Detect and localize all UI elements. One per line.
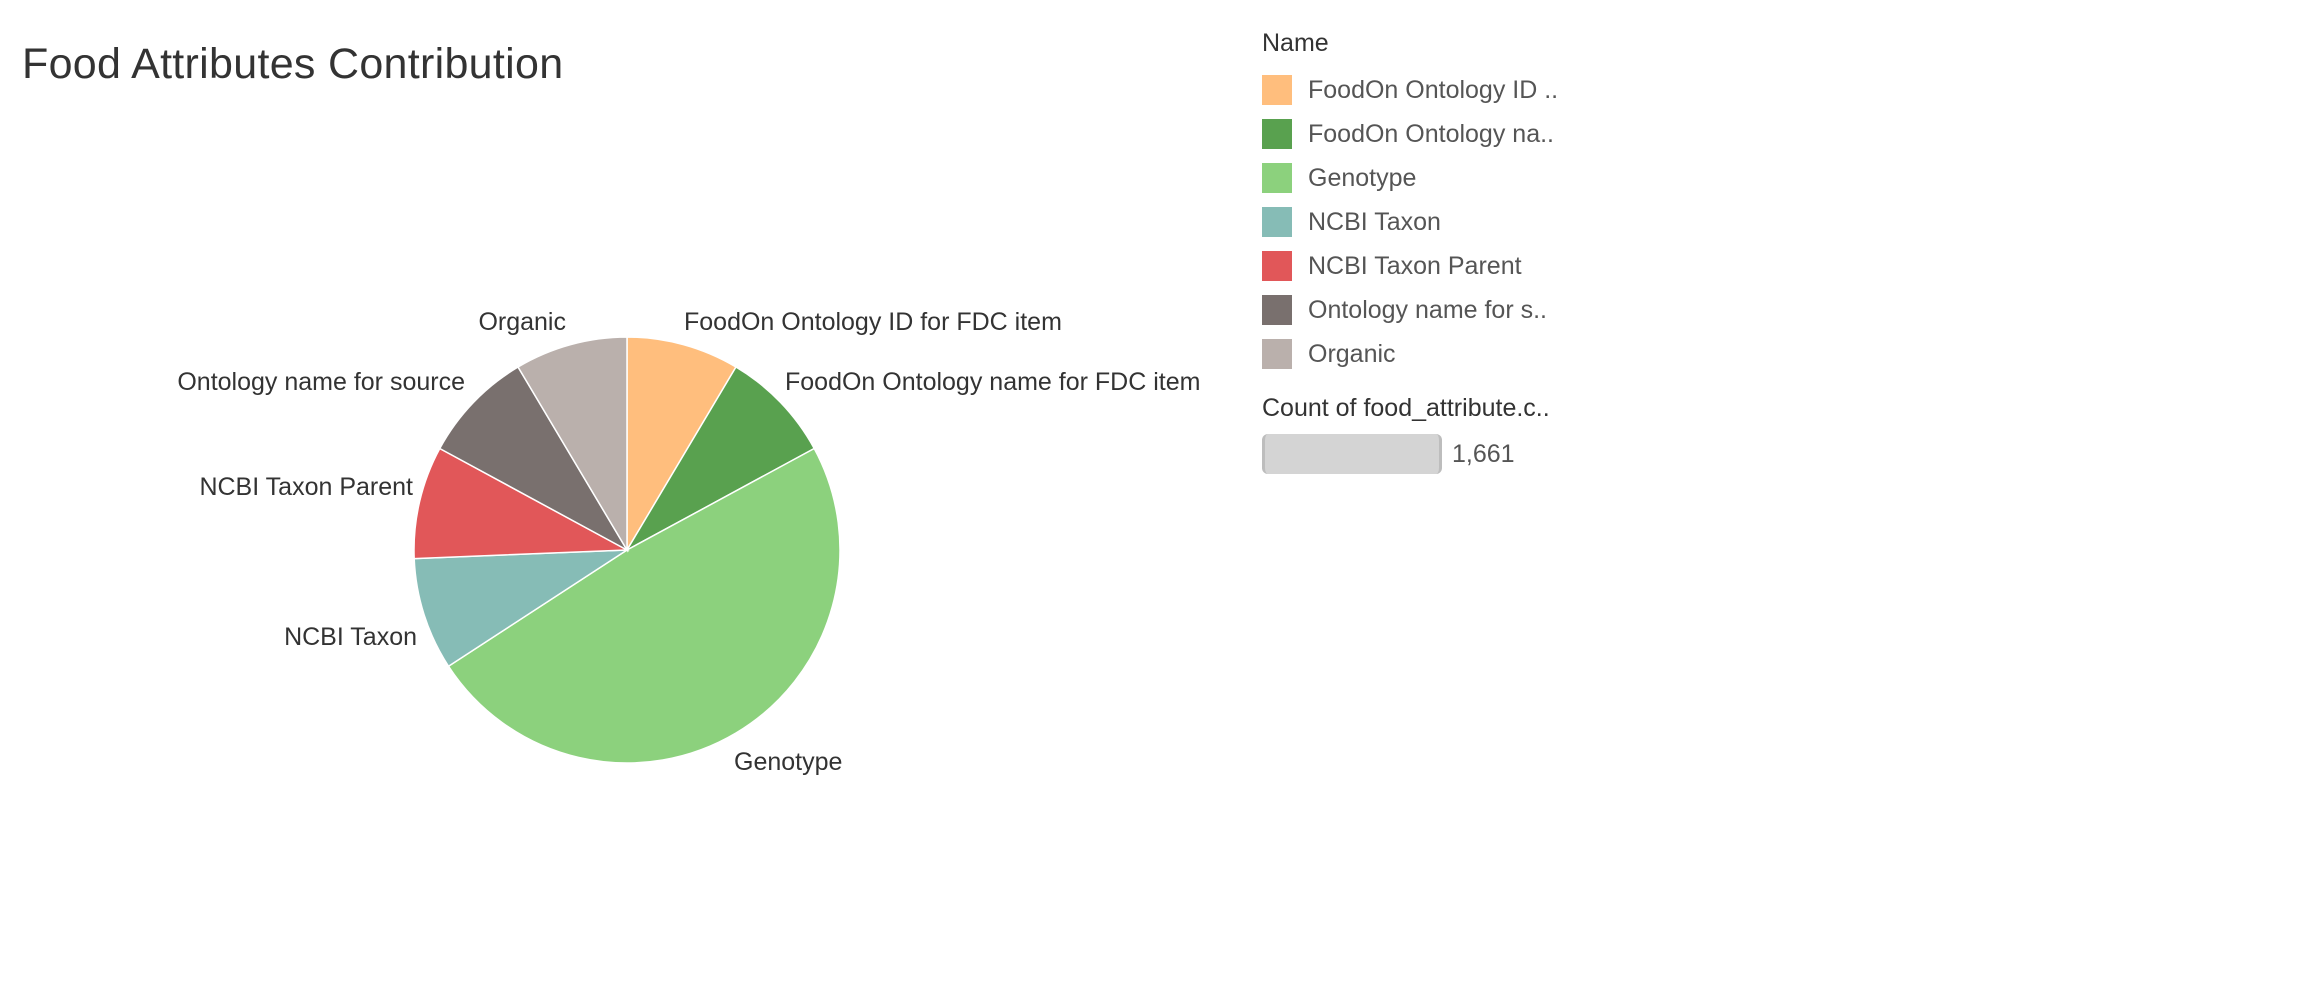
pie-slice[interactable] <box>438 365 630 552</box>
pie-slice[interactable] <box>447 447 841 764</box>
legend-item[interactable]: Genotype <box>1262 156 1682 200</box>
size-legend-value: 1,661 <box>1452 439 1515 468</box>
slice-label: Ontology name for source <box>177 368 465 396</box>
legend-swatch <box>1262 251 1292 281</box>
legend-label: Genotype <box>1308 163 1417 192</box>
legend-label: NCBI Taxon <box>1308 207 1441 236</box>
pie-slice[interactable] <box>413 447 630 560</box>
legend-swatch <box>1262 163 1292 193</box>
color-legend: Name FoodOn Ontology ID .. FoodOn Ontolog… <box>1262 28 1682 376</box>
size-legend-bar <box>1262 434 1442 474</box>
slice-label: NCBI Taxon Parent <box>199 473 413 501</box>
pie-slice[interactable] <box>624 365 816 552</box>
legend-swatch <box>1262 295 1292 325</box>
legend-item[interactable]: NCBI Taxon <box>1262 200 1682 244</box>
legend-item[interactable]: FoodOn Ontology na.. <box>1262 112 1682 156</box>
pie-slice[interactable] <box>626 336 737 553</box>
legend-swatch <box>1262 339 1292 369</box>
chart-title: Food Attributes Contribution <box>22 40 564 88</box>
legend-label: FoodOn Ontology ID .. <box>1308 75 1559 104</box>
legend-swatch <box>1262 207 1292 237</box>
size-legend: Count of food_attribute.c.. 1,661 <box>1262 392 1682 474</box>
size-legend-title: Count of food_attribute.c.. <box>1262 394 1550 422</box>
pie-slice[interactable] <box>517 336 628 553</box>
size-legend-row: 1,661 <box>1262 434 1682 474</box>
legend-item[interactable]: Organic <box>1262 332 1682 376</box>
legend-item[interactable]: NCBI Taxon Parent <box>1262 244 1682 288</box>
legend-swatch <box>1262 119 1292 149</box>
legend-label: Organic <box>1308 339 1396 368</box>
pie-chart: FoodOn Ontology ID for FDC item FoodOn On… <box>177 308 1200 776</box>
slice-label: Organic <box>478 308 566 336</box>
legend-items: FoodOn Ontology ID .. FoodOn Ontology na.… <box>1262 68 1682 376</box>
legend-item[interactable]: Ontology name for s.. <box>1262 288 1682 332</box>
slice-label: FoodOn Ontology name for FDC item <box>785 368 1200 396</box>
pie-slice[interactable] <box>413 549 630 668</box>
slice-label: NCBI Taxon <box>284 623 417 651</box>
slice-label: Genotype <box>734 748 842 776</box>
legend-swatch <box>1262 75 1292 105</box>
legend-item[interactable]: FoodOn Ontology ID .. <box>1262 68 1682 112</box>
slice-label: FoodOn Ontology ID for FDC item <box>684 308 1062 336</box>
legend-title: Name <box>1262 29 1329 57</box>
legend-label: FoodOn Ontology na.. <box>1308 119 1554 148</box>
legend-label: NCBI Taxon Parent <box>1308 251 1522 280</box>
legend-label: Ontology name for s.. <box>1308 295 1548 324</box>
